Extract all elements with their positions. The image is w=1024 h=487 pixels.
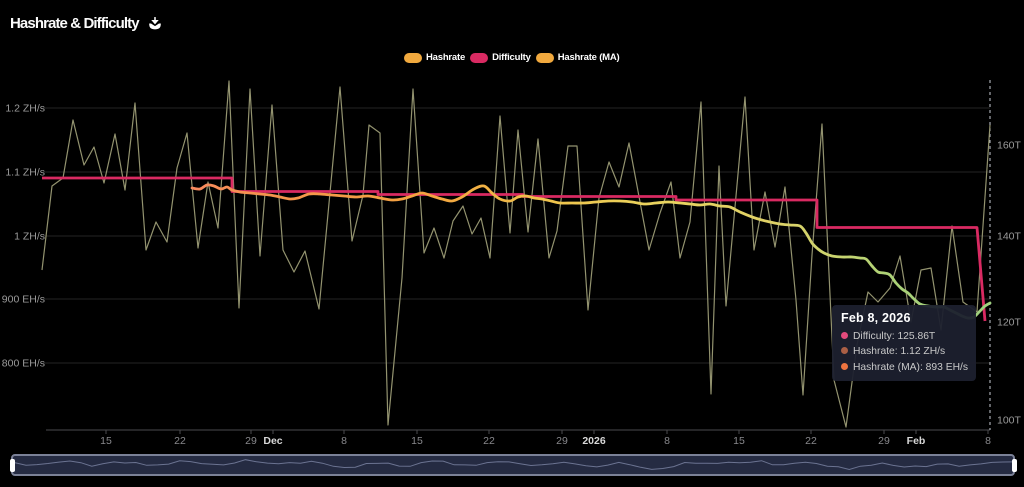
svg-text:800 EH/s: 800 EH/s (2, 358, 45, 370)
svg-text:15: 15 (411, 435, 423, 447)
svg-text:29: 29 (245, 435, 257, 447)
svg-text:1.2 ZH/s: 1.2 ZH/s (5, 103, 45, 115)
svg-text:160T: 160T (997, 140, 1022, 152)
svg-text:15: 15 (733, 435, 745, 447)
svg-text:8: 8 (341, 435, 347, 447)
svg-text:900 EH/s: 900 EH/s (2, 294, 45, 306)
svg-text:140T: 140T (997, 231, 1022, 243)
svg-text:8: 8 (985, 435, 991, 447)
svg-text:22: 22 (174, 435, 186, 447)
svg-text:1.1 ZH/s: 1.1 ZH/s (5, 167, 45, 179)
svg-text:Feb: Feb (907, 435, 926, 447)
svg-text:100T: 100T (997, 415, 1022, 427)
svg-text:8: 8 (664, 435, 670, 447)
svg-text:Dec: Dec (263, 435, 282, 447)
svg-text:29: 29 (878, 435, 890, 447)
svg-text:15: 15 (100, 435, 112, 447)
svg-text:2026: 2026 (582, 435, 606, 447)
svg-text:29: 29 (556, 435, 568, 447)
svg-text:1 ZH/s: 1 ZH/s (14, 231, 45, 243)
svg-text:22: 22 (483, 435, 495, 447)
svg-text:120T: 120T (997, 317, 1022, 329)
svg-text:22: 22 (805, 435, 817, 447)
